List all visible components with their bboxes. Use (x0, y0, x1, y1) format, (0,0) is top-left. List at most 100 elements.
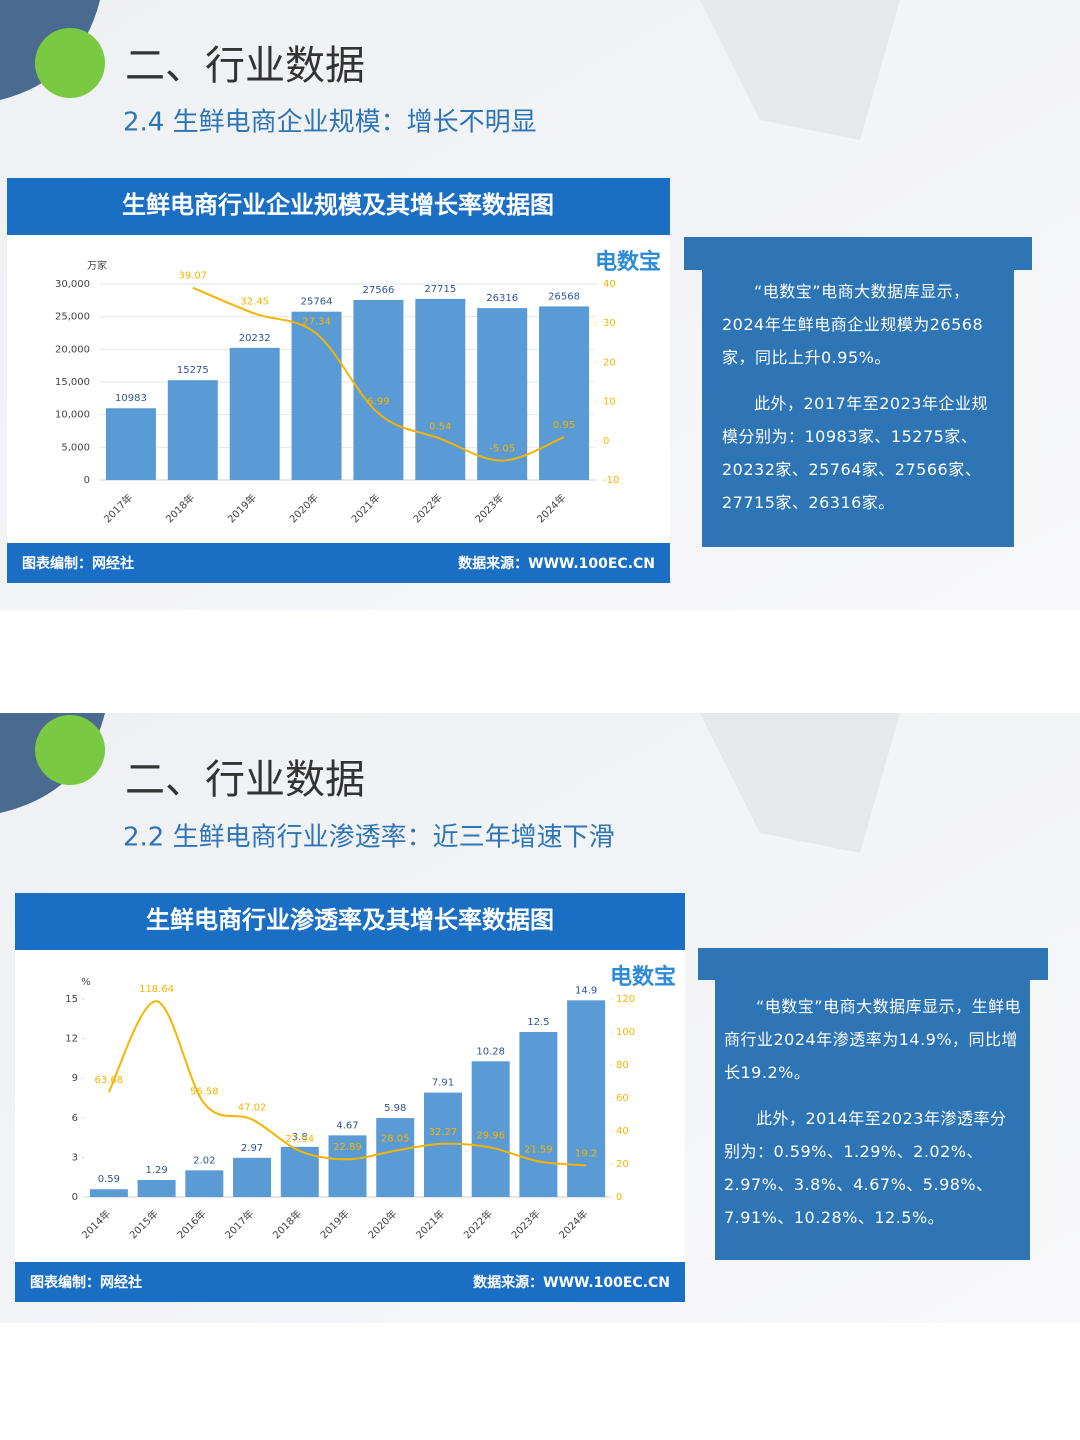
bar-value-label: 3.8 (292, 1132, 308, 1143)
chart-title: 生鲜电商行业渗透率及其增长率数据图 (146, 906, 554, 934)
y2-tick-label: 120 (616, 994, 635, 1005)
line-value-label: 47.02 (238, 1102, 267, 1113)
line-value-label: 21.59 (524, 1144, 553, 1155)
line-value-label: 56.58 (190, 1087, 219, 1098)
chart-footer (7, 543, 670, 583)
y2-tick-label: 40 (603, 279, 616, 290)
y2-tick-label: 80 (616, 1060, 629, 1071)
bar-value-label: 7.91 (432, 1078, 454, 1089)
y-axis-label: 万家 (87, 259, 107, 272)
bar-value-label: 27566 (363, 285, 395, 296)
y2-tick-label: 30 (603, 318, 616, 329)
bar (376, 1118, 415, 1197)
line-value-label: 19.2 (575, 1148, 597, 1159)
y-tick-label: 15,000 (55, 377, 90, 388)
source: 数据来源：WWW.100EC.CN (473, 1274, 670, 1291)
y2-tick-label: 20 (616, 1159, 629, 1170)
line-value-label: 6.99 (367, 396, 389, 407)
line-value-label: 32.27 (429, 1127, 458, 1138)
chart-title-bar (15, 893, 685, 950)
bar-value-label: 12.5 (527, 1017, 549, 1028)
line-value-label: 27.94 (285, 1134, 314, 1145)
y2-tick-label: 100 (616, 1027, 635, 1038)
bar (328, 1135, 367, 1197)
y2-tick-label: 60 (616, 1093, 629, 1104)
text-box (684, 237, 1032, 547)
logo: 电数宝 (610, 964, 676, 990)
subheading: 2.4 生鲜电商企业规模：增长不明显 (123, 108, 537, 138)
bar (229, 347, 280, 480)
bar-value-label: 1.29 (145, 1165, 167, 1176)
bar (471, 1061, 510, 1197)
line-value-label: -5.05 (489, 444, 515, 455)
heading: 二、行业数据 (125, 43, 365, 89)
bar-value-label: 20232 (239, 333, 271, 344)
y2-tick-label: 0 (603, 436, 609, 447)
source: 数据来源：WWW.100EC.CN (458, 555, 655, 572)
paragraph: “电数宝”电商大数据库显示，2024年生鲜电商企业规模为26568家，同比上升0… (722, 282, 984, 367)
bar-value-label: 2.02 (193, 1155, 215, 1166)
bg-shape (700, 713, 900, 853)
bar-value-label: 26568 (548, 291, 580, 302)
y2-tick-label: 0 (616, 1192, 622, 1203)
bar-value-label: 14.9 (575, 985, 597, 996)
y-tick-label: 0 (72, 1192, 78, 1203)
text-box (698, 948, 1048, 1260)
line-value-label: 32.45 (240, 297, 269, 308)
line-value-label: 118.64 (139, 984, 174, 995)
bar-value-label: 5.98 (384, 1103, 406, 1114)
y-tick-label: 10,000 (55, 410, 90, 421)
bar (353, 299, 404, 480)
bar (477, 308, 528, 480)
bar-value-label: 26316 (486, 293, 518, 304)
bar-value-label: 25764 (301, 297, 333, 308)
green-dot (35, 715, 105, 785)
paragraph: “电数宝”电商大数据库显示，生鲜电商行业2024年渗透率为14.9%，同比增长1… (724, 997, 1022, 1082)
bar (233, 1157, 272, 1197)
paragraph: 此外，2014年至2023年渗透率分别为：0.59%、1.29%、2.02%、2… (724, 1109, 1007, 1227)
y-tick-label: 15 (65, 994, 78, 1005)
heading: 二、行业数据 (125, 757, 365, 803)
y-tick-label: 5,000 (61, 442, 90, 453)
line-value-label: 0.54 (429, 422, 451, 433)
y-tick-label: 20,000 (55, 344, 90, 355)
bar (291, 311, 342, 480)
line-value-label: 63.68 (95, 1075, 124, 1086)
y-tick-label: 3 (72, 1152, 78, 1163)
credit: 图表编制：网经社 (30, 1274, 142, 1291)
growth-line (192, 286, 565, 462)
chart-title: 生鲜电商行业企业规模及其增长率数据图 (122, 191, 554, 219)
line-value-label: 39.07 (178, 271, 207, 282)
line-value-label: 29.96 (476, 1131, 505, 1142)
y-axis-label: % (81, 977, 91, 988)
y-tick-label: 0 (84, 475, 90, 486)
bar (185, 1170, 224, 1197)
y2-tick-label: 20 (603, 357, 616, 368)
bar (105, 408, 156, 480)
credit: 图表编制：网经社 (22, 555, 134, 572)
bar (415, 298, 466, 480)
bar (539, 306, 590, 480)
y-tick-label: 9 (72, 1073, 78, 1084)
paragraph: 此外，2017年至2023年企业规模分别为：10983家、15275家、2023… (722, 394, 988, 512)
growth-line (107, 1000, 587, 1167)
line-value-label: 22.89 (333, 1142, 362, 1153)
bar (519, 1032, 558, 1197)
y2-tick-label: 40 (616, 1126, 629, 1137)
bar-value-label: 4.67 (336, 1120, 358, 1131)
bar-value-label: 10983 (115, 393, 147, 404)
y-tick-label: 6 (72, 1113, 78, 1124)
y2-tick-label: 10 (603, 397, 616, 408)
y2-tick-label: -10 (603, 475, 619, 486)
bar-value-label: 27715 (424, 284, 456, 295)
line-value-label: 28.05 (381, 1134, 410, 1145)
logo: 电数宝 (595, 249, 661, 275)
y-tick-label: 25,000 (55, 312, 90, 323)
bar (167, 380, 218, 480)
bar-value-label: 0.59 (98, 1174, 120, 1185)
bar-value-label: 10.28 (476, 1046, 505, 1057)
bar-value-label: 15275 (177, 365, 209, 376)
bar (137, 1179, 176, 1197)
